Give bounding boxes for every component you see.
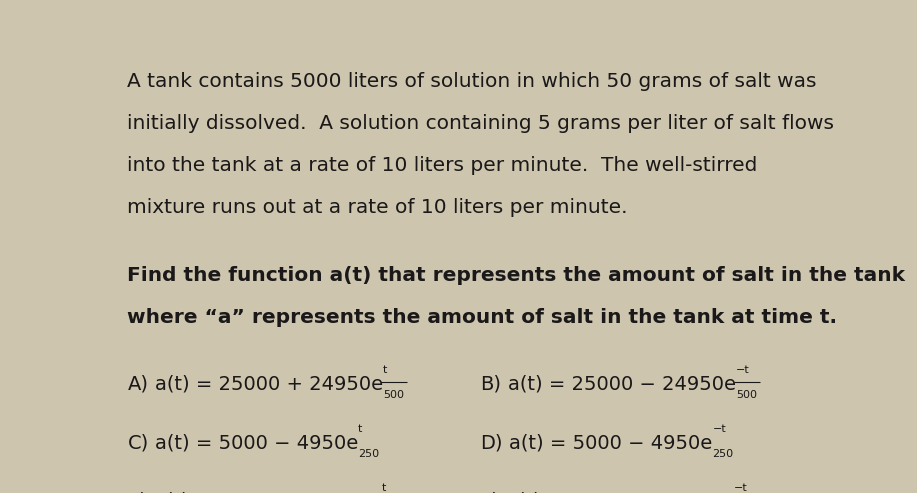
Text: a(t) = 25000 + 24950e: a(t) = 25000 + 24950e bbox=[155, 374, 382, 393]
Text: 500: 500 bbox=[382, 390, 403, 400]
Text: −t: −t bbox=[735, 365, 749, 375]
Text: t: t bbox=[359, 424, 362, 434]
Text: B): B) bbox=[481, 374, 502, 393]
Text: 250: 250 bbox=[359, 449, 380, 459]
Text: t: t bbox=[381, 483, 386, 493]
Text: a(t) = 5000 − 4950e: a(t) = 5000 − 4950e bbox=[155, 433, 359, 452]
Text: where “a” represents the amount of salt in the tank at time t.: where “a” represents the amount of salt … bbox=[127, 308, 837, 327]
Text: into the tank at a rate of 10 liters per minute.  The well-stirred: into the tank at a rate of 10 liters per… bbox=[127, 156, 757, 175]
Text: t: t bbox=[382, 365, 387, 375]
Text: 500: 500 bbox=[735, 390, 757, 400]
Text: −t: −t bbox=[713, 424, 726, 434]
Text: initially dissolved.  A solution containing 5 grams per liter of salt flows: initially dissolved. A solution containi… bbox=[127, 114, 834, 133]
Text: a(t) = 50000 − 49950e: a(t) = 50000 − 49950e bbox=[506, 492, 734, 493]
Text: a(t) = 5000 − 4950e: a(t) = 5000 − 4950e bbox=[509, 433, 713, 452]
Text: F): F) bbox=[481, 492, 500, 493]
Text: Find the function a(t) that represents the amount of salt in the tank: Find the function a(t) that represents t… bbox=[127, 266, 905, 285]
Text: a(t) = 50000 + 49950e: a(t) = 50000 + 49950e bbox=[153, 492, 381, 493]
Text: −t: −t bbox=[734, 483, 747, 493]
Text: C): C) bbox=[127, 433, 149, 452]
Text: a(t) = 25000 − 24950e: a(t) = 25000 − 24950e bbox=[508, 374, 735, 393]
Text: mixture runs out at a rate of 10 liters per minute.: mixture runs out at a rate of 10 liters … bbox=[127, 198, 628, 217]
Text: E): E) bbox=[127, 492, 148, 493]
Text: D): D) bbox=[481, 433, 503, 452]
Text: A tank contains 5000 liters of solution in which 50 grams of salt was: A tank contains 5000 liters of solution … bbox=[127, 72, 817, 91]
Text: 250: 250 bbox=[713, 449, 734, 459]
Text: A): A) bbox=[127, 374, 149, 393]
